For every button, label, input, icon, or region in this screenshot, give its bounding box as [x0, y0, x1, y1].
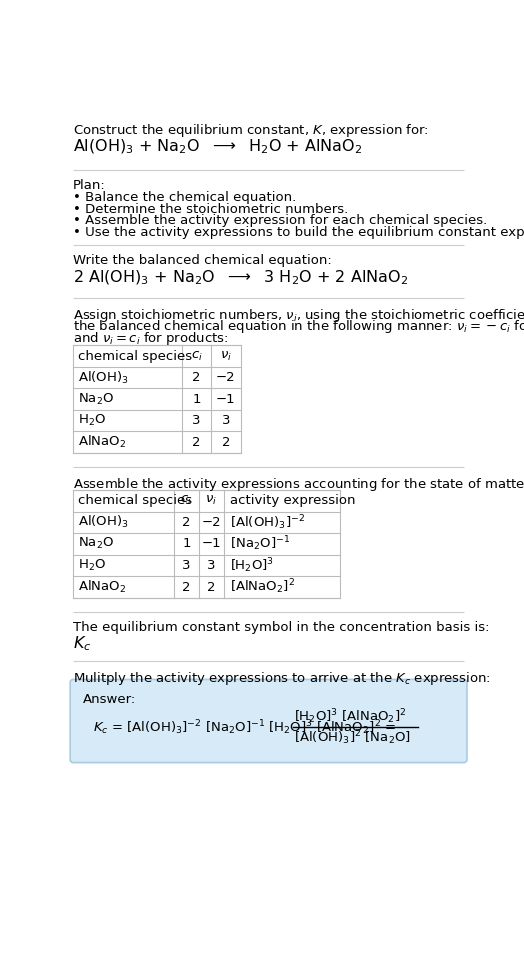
Text: Write the balanced chemical equation:: Write the balanced chemical equation: [73, 255, 332, 267]
Text: chemical species: chemical species [78, 349, 192, 363]
Text: $\nu_i$: $\nu_i$ [220, 349, 232, 363]
Text: [Al(OH)$_3$]$^{-2}$: [Al(OH)$_3$]$^{-2}$ [230, 513, 305, 532]
Text: • Assemble the activity expression for each chemical species.: • Assemble the activity expression for e… [73, 214, 487, 228]
Text: 2: 2 [182, 581, 191, 593]
Text: 2: 2 [222, 436, 230, 449]
Text: Construct the equilibrium constant, $K$, expression for:: Construct the equilibrium constant, $K$,… [73, 122, 429, 139]
Text: H$_2$O: H$_2$O [78, 558, 106, 573]
Text: [H$_2$O]$^3$ [AlNaO$_2$]$^2$: [H$_2$O]$^3$ [AlNaO$_2$]$^2$ [294, 707, 407, 726]
Text: AlNaO$_2$: AlNaO$_2$ [78, 434, 126, 451]
Text: Plan:: Plan: [73, 179, 106, 192]
Text: [AlNaO$_2$]$^2$: [AlNaO$_2$]$^2$ [230, 578, 294, 596]
Text: • Determine the stoichiometric numbers.: • Determine the stoichiometric numbers. [73, 203, 348, 216]
Text: H$_2$O: H$_2$O [78, 413, 106, 428]
Text: activity expression: activity expression [230, 494, 355, 508]
Text: [Na$_2$O]$^{-1}$: [Na$_2$O]$^{-1}$ [230, 535, 290, 553]
Text: −1: −1 [201, 538, 221, 550]
Text: AlNaO$_2$: AlNaO$_2$ [78, 579, 126, 595]
Text: −2: −2 [216, 372, 236, 384]
Text: 3: 3 [192, 414, 201, 427]
Text: Assign stoichiometric numbers, $\nu_i$, using the stoichiometric coefficients, $: Assign stoichiometric numbers, $\nu_i$, … [73, 307, 524, 324]
Text: Al(OH)$_3$ + Na$_2$O  $\longrightarrow$  H$_2$O + AlNaO$_2$: Al(OH)$_3$ + Na$_2$O $\longrightarrow$ H… [73, 137, 363, 155]
Bar [73, 345, 241, 453]
Text: 2: 2 [207, 581, 215, 593]
Text: $K_c$ = [Al(OH)$_3$]$^{-2}$ [Na$_2$O]$^{-1}$ [H$_2$O]$^3$ [AlNaO$_2$]$^2$ =: $K_c$ = [Al(OH)$_3$]$^{-2}$ [Na$_2$O]$^{… [93, 718, 396, 736]
Text: $K_c$: $K_c$ [73, 635, 92, 653]
Text: −2: −2 [201, 516, 221, 529]
Text: Al(OH)$_3$: Al(OH)$_3$ [78, 370, 128, 386]
Text: The equilibrium constant symbol in the concentration basis is:: The equilibrium constant symbol in the c… [73, 620, 490, 634]
Text: Mulitply the activity expressions to arrive at the $K_c$ expression:: Mulitply the activity expressions to arr… [73, 671, 491, 687]
Text: • Balance the chemical equation.: • Balance the chemical equation. [73, 191, 297, 205]
Bar [73, 490, 340, 598]
Text: Assemble the activity expressions accounting for the state of matter and $\nu_i$: Assemble the activity expressions accoun… [73, 476, 524, 493]
Text: 2: 2 [192, 372, 201, 384]
Text: 2: 2 [182, 516, 191, 529]
Text: [H$_2$O]$^3$: [H$_2$O]$^3$ [230, 556, 274, 575]
Text: 1: 1 [182, 538, 191, 550]
Text: $c_i$: $c_i$ [180, 494, 192, 508]
Text: 2 Al(OH)$_3$ + Na$_2$O  $\longrightarrow$  3 H$_2$O + 2 AlNaO$_2$: 2 Al(OH)$_3$ + Na$_2$O $\longrightarrow$… [73, 268, 408, 287]
Text: 3: 3 [207, 559, 215, 572]
Text: chemical species: chemical species [78, 494, 192, 508]
Text: • Use the activity expressions to build the equilibrium constant expression.: • Use the activity expressions to build … [73, 226, 524, 239]
Text: 3: 3 [182, 559, 191, 572]
Text: Answer:: Answer: [83, 693, 136, 706]
Text: and $\nu_i = c_i$ for products:: and $\nu_i = c_i$ for products: [73, 330, 229, 346]
Text: Na$_2$O: Na$_2$O [78, 537, 114, 551]
Text: −1: −1 [216, 393, 236, 405]
Text: 3: 3 [222, 414, 230, 427]
Text: the balanced chemical equation in the following manner: $\nu_i = -c_i$ for react: the balanced chemical equation in the fo… [73, 318, 524, 335]
Text: [Al(OH)$_3$]$^2$ [Na$_2$O]: [Al(OH)$_3$]$^2$ [Na$_2$O] [294, 729, 411, 747]
Text: 2: 2 [192, 436, 201, 449]
Text: Na$_2$O: Na$_2$O [78, 392, 114, 406]
Text: Al(OH)$_3$: Al(OH)$_3$ [78, 514, 128, 531]
Text: 1: 1 [192, 393, 201, 405]
FancyBboxPatch shape [70, 679, 467, 762]
Text: $\nu_i$: $\nu_i$ [205, 494, 217, 508]
Text: $c_i$: $c_i$ [191, 349, 202, 363]
